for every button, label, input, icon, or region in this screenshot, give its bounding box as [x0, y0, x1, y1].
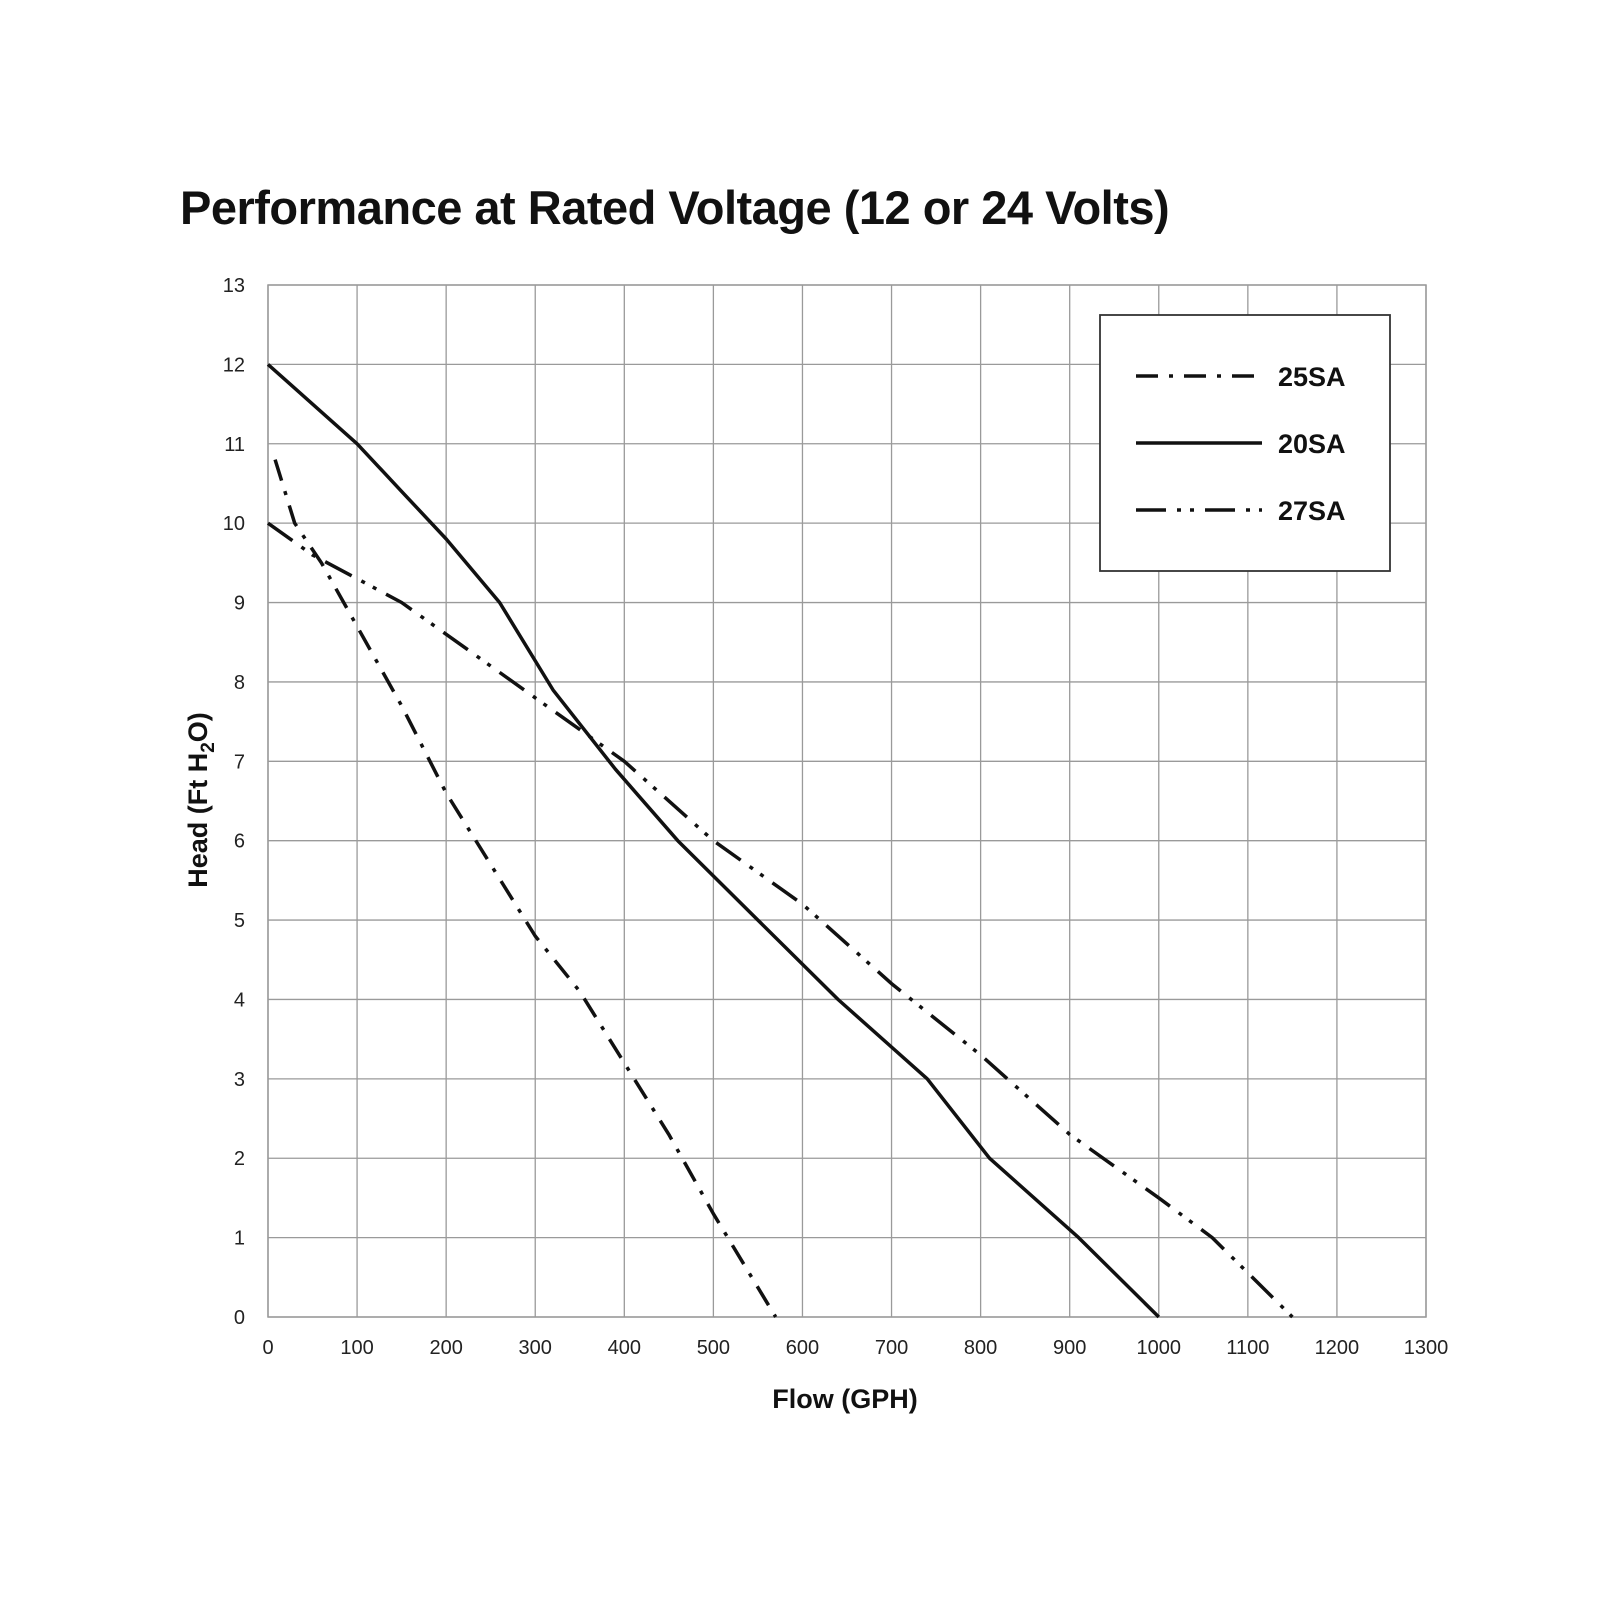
series-line-25sa [273, 459, 778, 1318]
y-tick-label: 6 [234, 831, 245, 853]
y-tick-label: 10 [223, 513, 245, 535]
x-tick-label: 0 [262, 1337, 273, 1359]
x-tick-label: 1200 [1315, 1337, 1360, 1359]
x-tick-label: 200 [429, 1337, 462, 1359]
y-tick-label: 8 [234, 672, 245, 694]
y-tick-label: 12 [223, 354, 245, 376]
y-tick-label: 4 [234, 989, 245, 1011]
y-tick-label: 5 [234, 910, 245, 932]
y-axis-label: Head (Ft H2O) [183, 712, 219, 888]
y-axis-label-main: Head (Ft H [183, 753, 213, 888]
series-lines [266, 363, 1294, 1319]
x-tick-label: 1100 [1226, 1337, 1269, 1359]
chart-title: Performance at Rated Voltage (12 or 24 V… [180, 181, 1170, 234]
y-tick-label: 9 [234, 593, 245, 615]
x-tick-label: 1000 [1137, 1337, 1182, 1359]
legend: 25SA 20SA 27SA [1099, 314, 1391, 572]
y-tick-label: 7 [234, 751, 245, 773]
y-tick-label: 0 [234, 1307, 245, 1329]
x-tick-label: 600 [786, 1337, 819, 1359]
x-tick-label: 100 [340, 1337, 373, 1359]
x-tick-label: 400 [608, 1337, 641, 1359]
x-tick-label: 500 [697, 1337, 730, 1359]
series-line-20sa [266, 363, 1161, 1319]
tick-labels: 0 100 200 300 400 500 600 700 800 900 1000 1100 1200… [223, 275, 1449, 1359]
y-tick-label: 11 [224, 434, 245, 456]
y-tick-label: 1 [234, 1228, 245, 1250]
x-axis-label: Flow (GPH) [772, 1384, 917, 1414]
y-axis-label-end: O) [183, 712, 213, 742]
x-tick-label: 1300 [1404, 1337, 1449, 1359]
x-tick-label: 800 [964, 1337, 997, 1359]
y-tick-label: 3 [234, 1069, 245, 1091]
grid [267, 284, 1427, 1318]
x-tick-label: 300 [519, 1337, 552, 1359]
x-tick-label: 900 [1053, 1337, 1086, 1359]
legend-label-27sa: 27SA [1278, 496, 1346, 526]
x-tick-label: 700 [875, 1337, 908, 1359]
y-tick-label: 2 [234, 1148, 245, 1170]
legend-label-25sa: 25SA [1278, 362, 1346, 392]
y-tick-label: 13 [223, 275, 245, 297]
legend-label-20sa: 20SA [1278, 429, 1346, 459]
y-axis-label-subscript: 2 [198, 742, 219, 753]
